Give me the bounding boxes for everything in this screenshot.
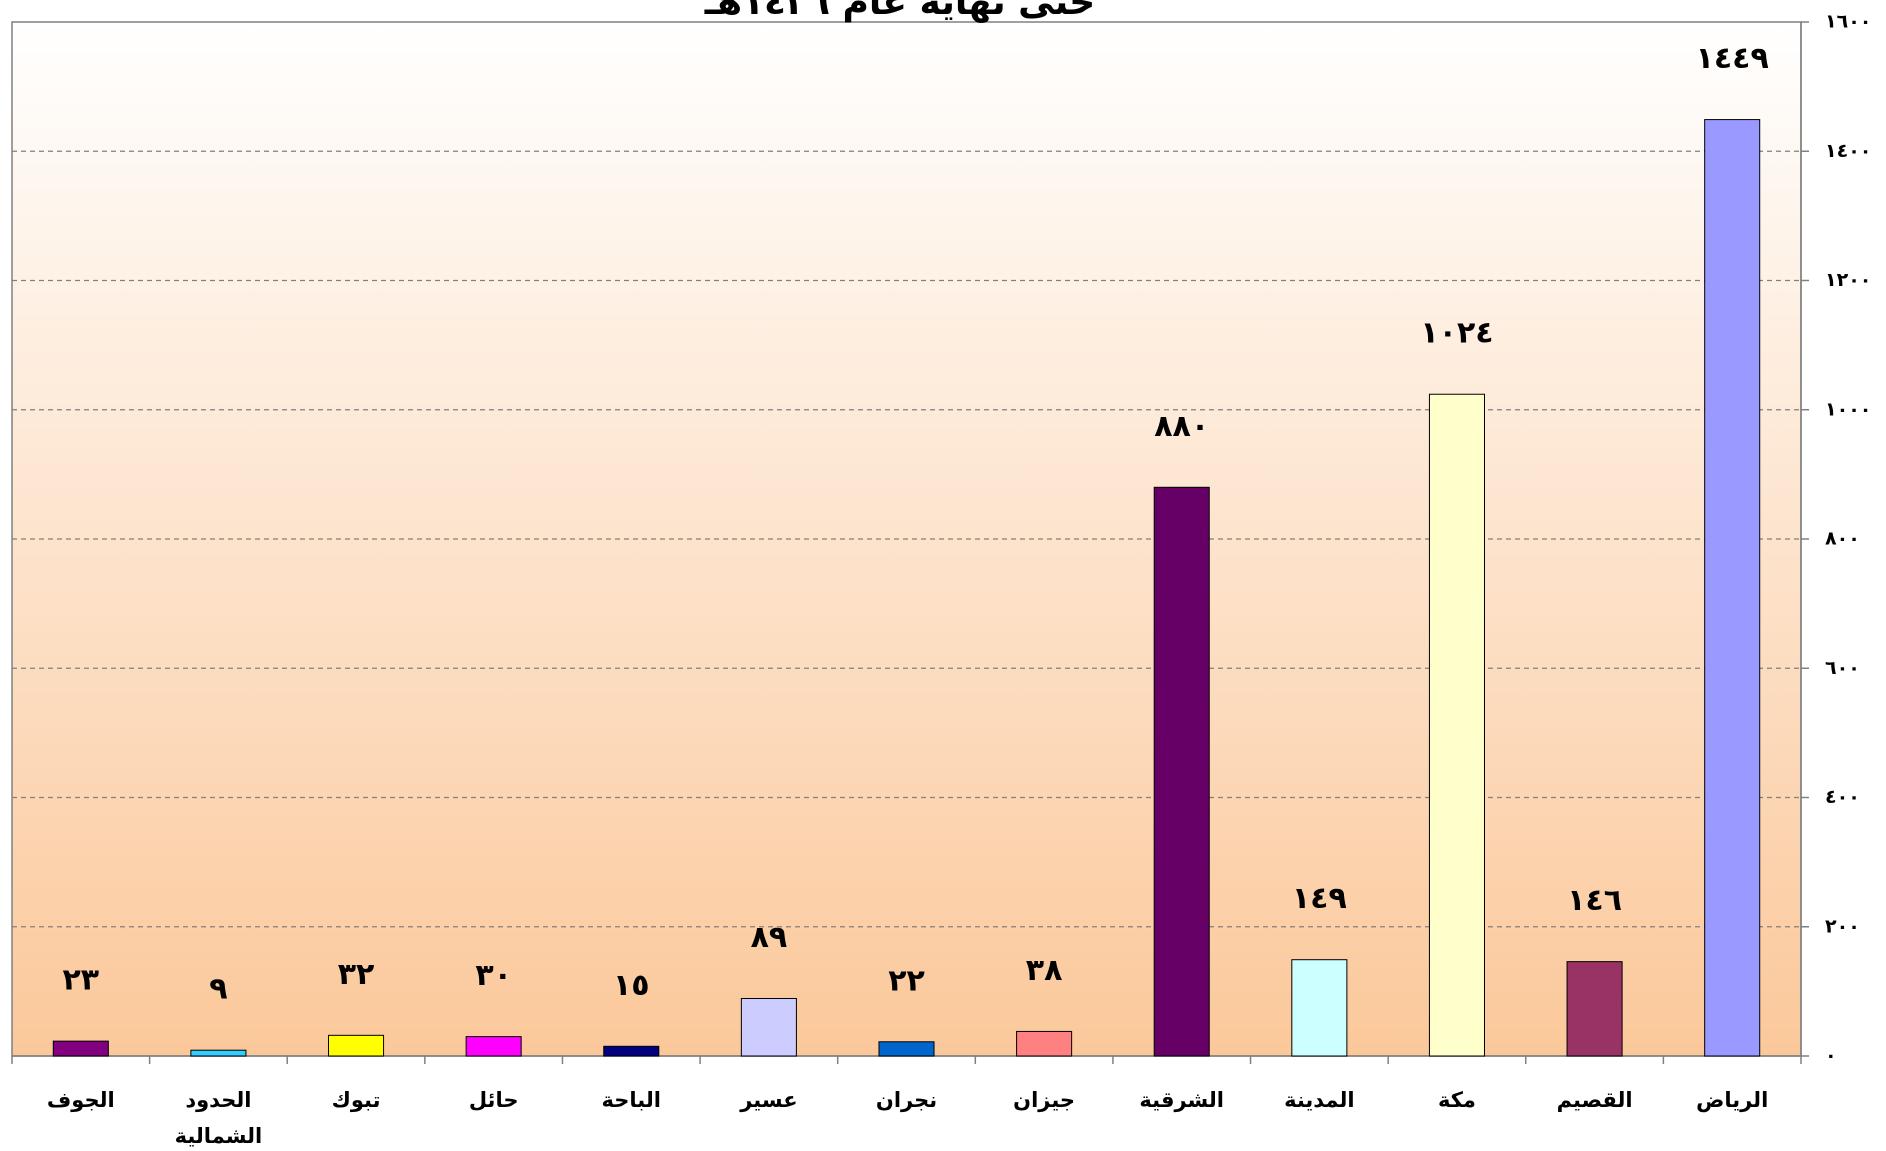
data-label: ١٥	[613, 968, 650, 1003]
x-tick-label: المدينة	[1284, 1088, 1355, 1112]
data-label: ٣٢	[338, 957, 375, 992]
y-tick-label: ٢٠٠	[1825, 915, 1860, 937]
x-tick-label: القصيم	[1556, 1088, 1633, 1112]
bar	[603, 1045, 660, 1057]
x-tick-label: حائل	[468, 1088, 519, 1112]
x-tick-label: الحدود الشمالية	[174, 1088, 263, 1148]
data-label: ٢٣	[62, 963, 99, 998]
bar	[878, 1041, 935, 1057]
data-label: ٩	[209, 972, 227, 1007]
x-tick-label: عسير	[740, 1088, 798, 1112]
x-tick-label: الرياض	[1696, 1088, 1769, 1112]
data-label: ٢٢	[888, 963, 925, 998]
data-label: ٨٩	[751, 920, 788, 955]
data-label: ١٤٩	[1292, 881, 1347, 916]
bar	[740, 997, 797, 1057]
y-tick-label: ١٦٠٠	[1825, 11, 1871, 33]
x-tick-label: الباحة	[601, 1088, 661, 1112]
bar	[1153, 486, 1210, 1057]
bar	[328, 1034, 385, 1057]
x-tick-label: الشرقية	[1139, 1088, 1224, 1112]
data-label: ١٤٦	[1567, 883, 1622, 918]
data-label: ٣٠	[475, 958, 512, 993]
x-tick-label: نجران	[875, 1088, 938, 1112]
x-tick-label: جيزان	[1013, 1088, 1076, 1112]
y-tick-label: ١٤٠٠	[1825, 140, 1871, 162]
bar	[1704, 119, 1761, 1057]
y-tick-label: ٨٠٠	[1825, 528, 1860, 550]
y-tick-label: ١٠٠٠	[1825, 398, 1871, 420]
chart-title: حتى نهاية عام ١٤٢٦هـ	[704, 0, 1095, 23]
bar	[1566, 961, 1623, 1057]
bar	[465, 1036, 522, 1057]
y-tick-label: ١٢٠٠	[1825, 269, 1871, 291]
data-label: ١٠٢٤	[1420, 316, 1493, 351]
y-tick-label: ٦٠٠	[1825, 657, 1860, 679]
data-label: ٣٨	[1026, 953, 1063, 988]
y-tick-label: ٤٠٠	[1825, 786, 1860, 808]
data-label: ١٤٤٩	[1696, 41, 1769, 76]
x-tick-label: تبوك	[331, 1088, 381, 1112]
bar	[1016, 1030, 1073, 1057]
x-tick-label: مكة	[1437, 1088, 1476, 1112]
bar	[1291, 959, 1348, 1057]
x-tick-label: الجوف	[46, 1088, 115, 1112]
data-label: ٨٨٠	[1154, 409, 1209, 444]
bar	[190, 1049, 247, 1057]
bar	[1428, 393, 1485, 1057]
bar	[52, 1040, 109, 1057]
y-tick-label: ٠	[1825, 1045, 1837, 1067]
